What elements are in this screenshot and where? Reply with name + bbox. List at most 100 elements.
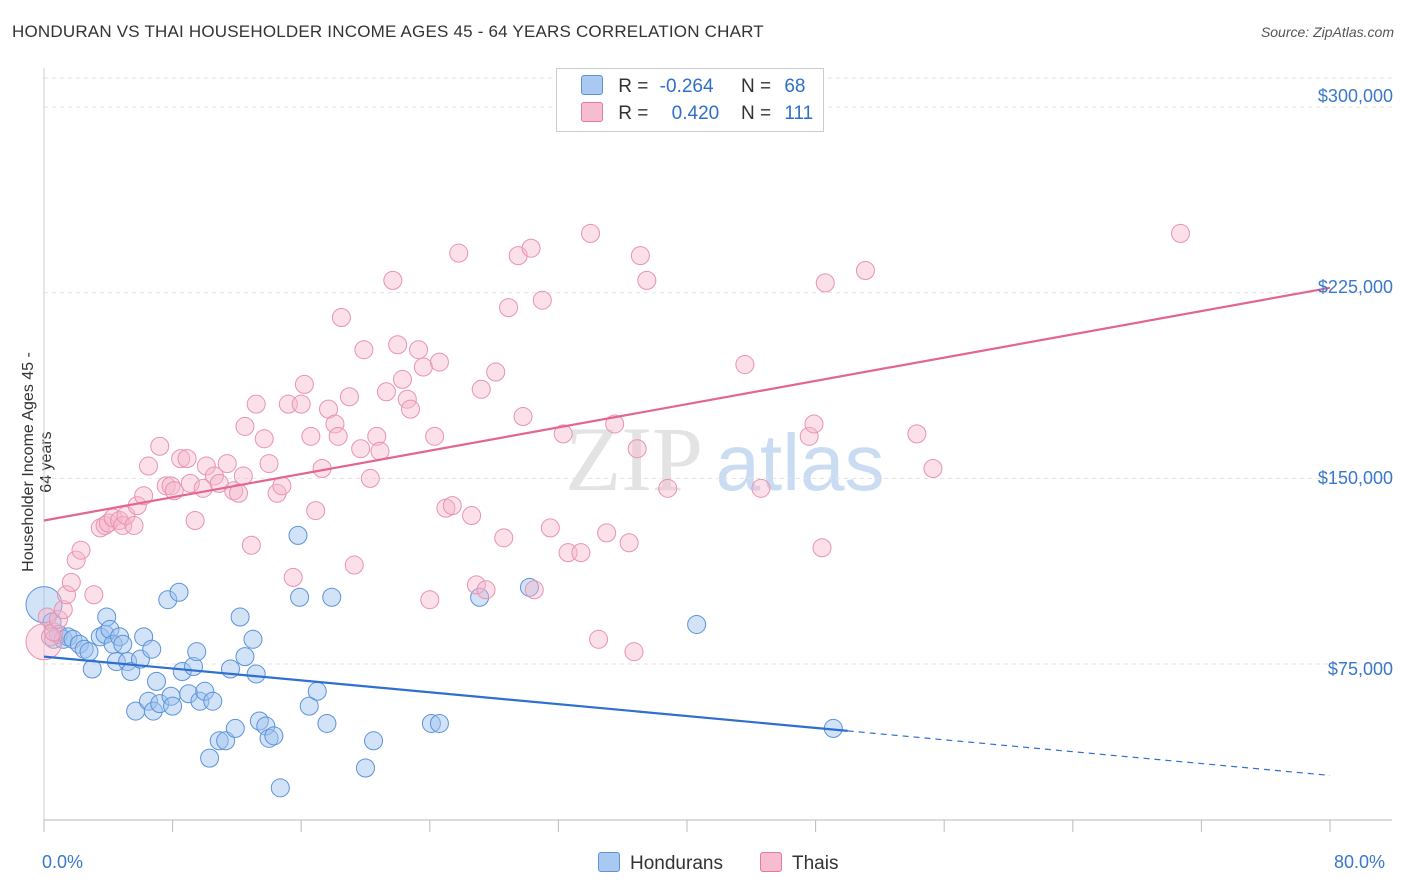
thai-point bbox=[462, 506, 482, 526]
honduran-point bbox=[243, 629, 263, 649]
bottom-legend-hondurans: Hondurans bbox=[598, 852, 723, 875]
thai-point bbox=[325, 414, 345, 434]
thai-point bbox=[57, 585, 77, 605]
thai-point bbox=[48, 610, 68, 630]
thai-point bbox=[61, 572, 81, 592]
thai-point bbox=[589, 629, 609, 649]
thai-point bbox=[344, 555, 364, 575]
honduran-point bbox=[209, 731, 229, 751]
correlation-legend: R = -0.264 N = 68 R = 0.420 N = 111 bbox=[556, 68, 824, 132]
thai-point bbox=[180, 473, 200, 493]
honduran-point bbox=[470, 587, 490, 607]
honduran-point bbox=[100, 619, 120, 639]
thai-point bbox=[471, 379, 491, 399]
legend-n-label: N = bbox=[740, 76, 772, 97]
thai-point bbox=[25, 623, 63, 661]
thai-point bbox=[217, 454, 237, 474]
honduran-point bbox=[307, 681, 327, 701]
legend-r-value-thais: 0.420 bbox=[671, 103, 720, 124]
honduran-point bbox=[142, 639, 162, 659]
honduran-point bbox=[113, 634, 133, 654]
honduran-point bbox=[429, 713, 449, 733]
thai-point bbox=[735, 355, 755, 375]
honduran-point bbox=[195, 681, 215, 701]
honduran-point bbox=[147, 671, 167, 691]
honduran-point bbox=[200, 748, 220, 768]
thai-point bbox=[161, 476, 181, 496]
thai-point bbox=[581, 223, 601, 243]
thai-point bbox=[196, 456, 216, 476]
thai-point bbox=[476, 580, 496, 600]
thai-point bbox=[571, 543, 591, 563]
thai-point bbox=[367, 426, 387, 446]
thai-point bbox=[449, 243, 469, 263]
honduran-point bbox=[290, 587, 310, 607]
honduran-point bbox=[225, 718, 245, 738]
thai-point bbox=[383, 270, 403, 290]
thai-point bbox=[619, 533, 639, 553]
thai-point bbox=[442, 496, 462, 516]
source-label: Source: ZipAtlas.com bbox=[1260, 24, 1394, 40]
thai-point bbox=[855, 260, 875, 280]
thai-point bbox=[66, 550, 86, 570]
honduran-point bbox=[97, 607, 117, 627]
thai-point bbox=[624, 642, 644, 662]
thai-point bbox=[331, 308, 351, 328]
honduran-point bbox=[364, 731, 384, 751]
thai-point bbox=[306, 501, 326, 521]
thai-point bbox=[521, 238, 541, 258]
honduran-point bbox=[187, 642, 207, 662]
thai-point bbox=[751, 478, 771, 498]
honduran-point bbox=[25, 586, 63, 624]
legend-n-label: N = bbox=[740, 103, 772, 124]
thai-point bbox=[388, 335, 408, 355]
thai-point bbox=[110, 510, 130, 530]
thai-point bbox=[259, 454, 279, 474]
thai-point bbox=[486, 362, 506, 382]
honduran-point bbox=[169, 582, 189, 602]
thai-point bbox=[923, 459, 943, 479]
thai-point bbox=[351, 439, 371, 459]
honduran-point bbox=[235, 647, 255, 667]
bottom-legend-swatch-thais bbox=[760, 852, 782, 872]
thai-point bbox=[597, 523, 617, 543]
honduran-point bbox=[259, 728, 279, 748]
thai-point bbox=[138, 456, 158, 476]
honduran-trend-line bbox=[43, 655, 848, 732]
thai-point bbox=[53, 600, 73, 620]
legend-n-value-thais: 111 bbox=[784, 103, 814, 124]
honduran-point bbox=[143, 701, 163, 721]
honduran-point bbox=[172, 661, 192, 681]
thai-point bbox=[44, 622, 64, 642]
thai-point bbox=[804, 414, 824, 434]
honduran-point bbox=[270, 778, 290, 798]
honduran-trend-extension bbox=[847, 730, 1331, 777]
honduran-point bbox=[299, 696, 319, 716]
watermark-zip: ZIP bbox=[565, 408, 703, 510]
thai-point bbox=[235, 416, 255, 436]
legend-row-hondurans: R = -0.264 N = 68 bbox=[581, 75, 805, 99]
y-tick-label: $150,000 bbox=[1317, 468, 1393, 488]
thai-point bbox=[605, 414, 625, 434]
thai-point bbox=[658, 478, 678, 498]
honduran-point bbox=[317, 713, 337, 733]
chart-title: HONDURAN VS THAI HOUSEHOLDER INCOME AGES… bbox=[12, 22, 764, 41]
thai-point bbox=[150, 436, 170, 456]
thai-point bbox=[301, 426, 321, 446]
y-tick-label: $225,000 bbox=[1317, 277, 1393, 297]
thai-point bbox=[429, 352, 449, 372]
bottom-legend-label-thais: Thais bbox=[792, 853, 839, 874]
honduran-point bbox=[138, 691, 158, 711]
legend-r-value-hondurans: -0.264 bbox=[659, 76, 714, 97]
thai-point bbox=[409, 340, 429, 360]
x-tick-label-max: 80.0% bbox=[1334, 852, 1386, 872]
honduran-point bbox=[158, 590, 178, 610]
honduran-point bbox=[687, 614, 707, 634]
honduran-point bbox=[421, 713, 441, 733]
honduran-point bbox=[249, 711, 269, 731]
legend-swatch-thais bbox=[581, 102, 603, 122]
thai-point bbox=[907, 424, 927, 444]
thai-point bbox=[328, 426, 348, 446]
thai-point bbox=[294, 374, 314, 394]
